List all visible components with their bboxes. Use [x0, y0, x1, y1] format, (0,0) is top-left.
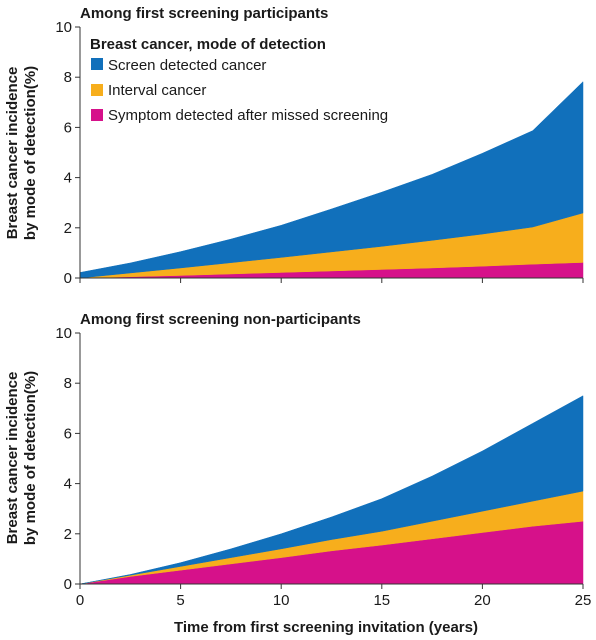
- legend-swatch-screen-detected: [91, 58, 103, 70]
- axis-participants: 0 2 4 6 8 10: [55, 19, 584, 287]
- area-screen-detected-cancer: [79, 81, 584, 279]
- legend-label-symptom-detected: Symptom detected after missed screening: [108, 107, 388, 124]
- y-tick-label: 10: [55, 325, 72, 342]
- ylabel-lower-line1: Breast cancer incidence: [4, 372, 21, 545]
- panel-title-participants: Among first screening participants: [80, 5, 328, 22]
- y-tick-label: 2: [64, 220, 72, 237]
- x-tick-label: 10: [273, 592, 290, 609]
- x-tick-label: 0: [76, 592, 84, 609]
- y-tick-label: 8: [64, 375, 72, 392]
- y-tick-label: 8: [64, 69, 72, 86]
- y-tick-label: 4: [64, 170, 72, 187]
- y-tick-label: 2: [64, 526, 72, 543]
- ylabel-upper-line1: Breast cancer incidence: [4, 67, 21, 240]
- panel-title-non-participants: Among first screening non-participants: [80, 311, 361, 328]
- area-screen-detected-cancer: [79, 395, 584, 585]
- x-tick-label: 20: [474, 592, 491, 609]
- y-tick-label: 4: [64, 476, 72, 493]
- legend-swatch-symptom-detected: [91, 109, 103, 121]
- y-tick-label: 0: [64, 270, 72, 287]
- panel-participants: Among first screening participants 0 2 4 6 8…: [55, 5, 584, 287]
- y-tick-label: 0: [64, 576, 72, 593]
- x-tick-label: 15: [373, 592, 390, 609]
- x-tick-label: 5: [176, 592, 184, 609]
- y-tick-label: 10: [55, 19, 72, 36]
- legend-swatch-interval: [91, 84, 103, 96]
- y-tick-label: 6: [64, 119, 72, 136]
- legend: Breast cancer, mode of detection Screen …: [90, 36, 388, 124]
- y-tick-label: 6: [64, 425, 72, 442]
- axis-non-participants: 0 2 4 6 8 10 0 5 10 15 20 25: [55, 325, 591, 609]
- legend-label-interval: Interval cancer: [108, 82, 206, 99]
- xlabel: Time from first screening invitation (ye…: [174, 619, 478, 636]
- panel-non-participants: Among first screening non-participants 0…: [55, 311, 591, 609]
- x-tick-label: 25: [575, 592, 592, 609]
- ylabel-upper-line2: by mode of detection(%): [22, 66, 39, 240]
- legend-label-screen-detected: Screen detected cancer: [108, 57, 266, 74]
- areas-non-participants: [79, 395, 584, 585]
- ylabel-lower-line2: by mode of detection(%): [22, 371, 39, 545]
- legend-title: Breast cancer, mode of detection: [90, 36, 326, 53]
